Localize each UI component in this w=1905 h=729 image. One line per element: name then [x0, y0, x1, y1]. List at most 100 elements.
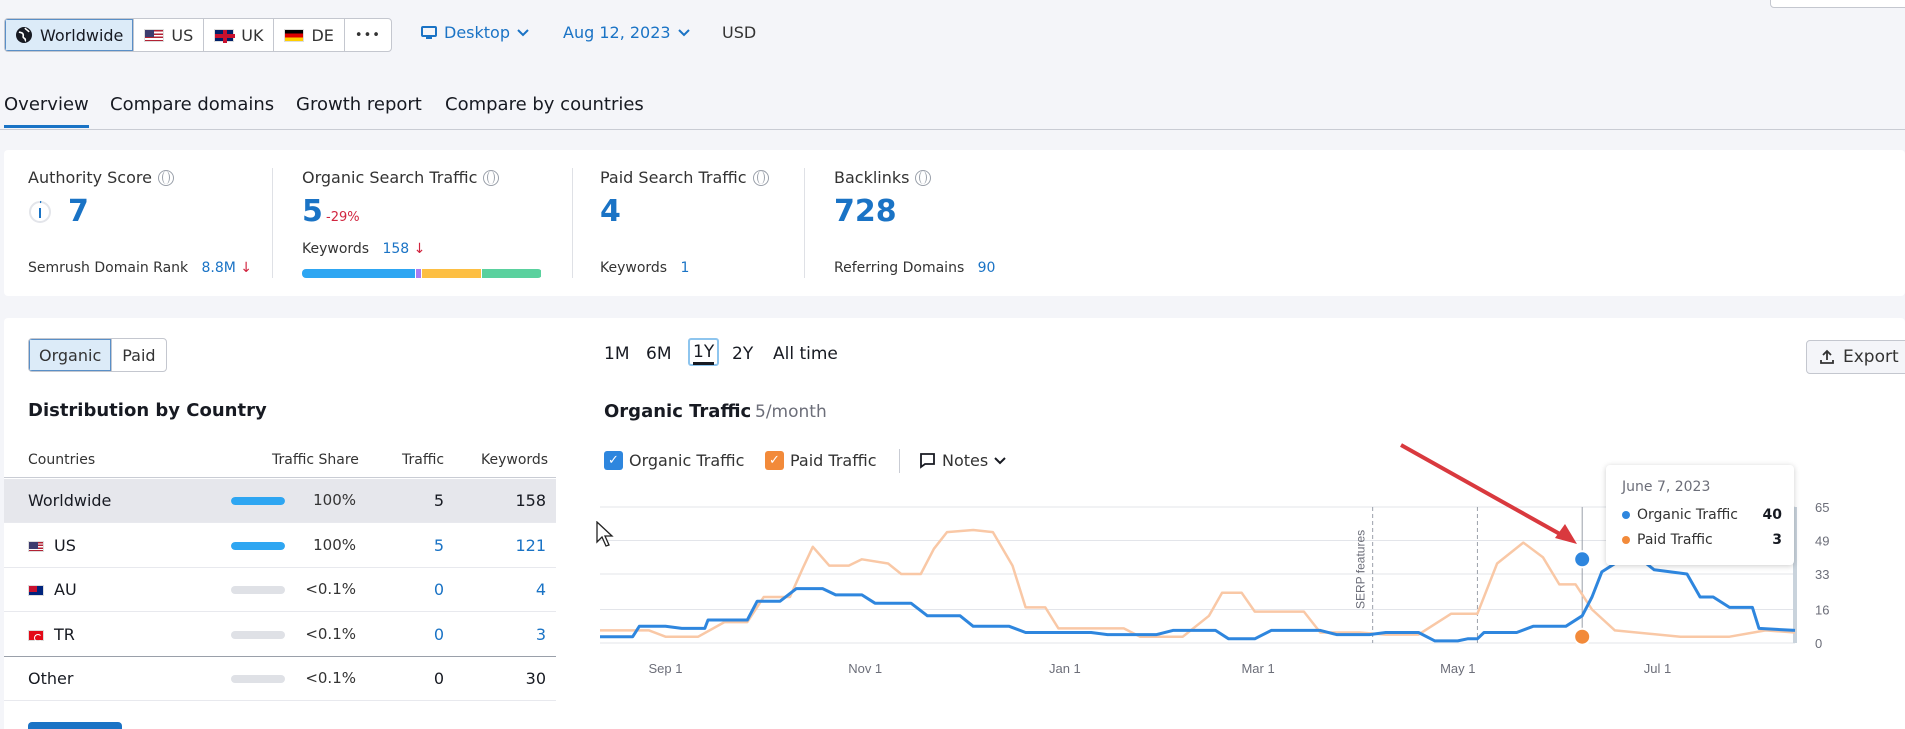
traffic-value[interactable]: 0: [433, 580, 444, 599]
domain-rank-value[interactable]: 8.8M: [201, 260, 236, 276]
tab-compare-domains[interactable]: Compare domains: [110, 94, 275, 115]
paid-traffic-value[interactable]: 4: [600, 194, 621, 229]
table-row[interactable]: Worldwide 100% 5 158: [4, 479, 556, 523]
organic-keywords-label: Keywords: [302, 241, 370, 257]
notes-dropdown[interactable]: Notes: [919, 451, 1006, 470]
tab-overview[interactable]: Overview: [4, 94, 89, 128]
tooltip-row-paid: Paid Traffic 3: [1622, 532, 1782, 548]
authority-score-value[interactable]: 7: [68, 194, 89, 229]
range-1y[interactable]: 1Y: [688, 338, 720, 366]
keywords-value[interactable]: 3: [535, 624, 546, 644]
country-name: Worldwide: [28, 491, 112, 510]
traffic-share-value: <0.1%: [305, 669, 356, 687]
globe-icon: [157, 169, 174, 186]
region-label: UK: [241, 25, 264, 45]
x-tick-label: Sep 1: [648, 661, 682, 676]
y-tick-label: 49: [1815, 533, 1829, 548]
x-axis-ticks: Sep 1 Nov 1 Jan 1 Mar 1 May 1 Jul 1: [648, 661, 1671, 676]
referring-domains-label: Referring Domains: [834, 260, 965, 276]
y-tick-label: 65: [1815, 500, 1829, 515]
traffic-share-value: 100%: [313, 535, 356, 554]
metrics-card: Authority Score 7 Semrush Domain Rank 8.…: [4, 150, 1905, 296]
range-6m[interactable]: 6M: [646, 344, 672, 364]
traffic-chart[interactable]: SERP features Sep 1 Nov 1 Jan 1 Mar 1 May 1 J…: [600, 495, 1840, 695]
toggle-paid[interactable]: Paid: [122, 345, 156, 365]
organic-traffic-value[interactable]: 5: [302, 194, 323, 229]
device-dropdown[interactable]: Desktop: [421, 23, 529, 42]
backlinks-title: Backlinks: [834, 168, 932, 187]
chart-subtitle: 5/month: [755, 402, 827, 422]
filter-bar: Worldwide US UK DE ••• Desktop Aug 12, 2…: [0, 0, 1905, 70]
referring-domains-value[interactable]: 90: [977, 260, 996, 276]
region-us[interactable]: US: [134, 19, 205, 51]
paid-focus-point: [1573, 627, 1592, 646]
globe-icon: [16, 27, 32, 43]
region-label: Worldwide: [40, 25, 124, 45]
view-details-button[interactable]: [28, 722, 122, 729]
tooltip-paid-value: 3: [1772, 532, 1782, 548]
date-dropdown[interactable]: Aug 12, 2023: [563, 23, 690, 42]
region-worldwide[interactable]: Worldwide: [5, 19, 135, 51]
table-row[interactable]: US 100% 5 121: [4, 524, 556, 568]
export-button[interactable]: Export: [1806, 340, 1905, 374]
flag-au-icon: [28, 585, 44, 596]
backlinks-label: Backlinks: [834, 168, 910, 187]
country-name: Other: [28, 669, 74, 688]
distribution-title: Distribution by Country: [28, 400, 267, 421]
globe-icon: [752, 169, 769, 186]
table-row[interactable]: Other <0.1% 0 30: [4, 657, 556, 701]
paid-traffic-label: Paid Search Traffic: [600, 168, 747, 187]
globe-icon: [915, 169, 932, 186]
range-end-handle: [1793, 507, 1797, 643]
legend-paid-label: Paid Traffic: [790, 451, 877, 470]
paid-keywords-value[interactable]: 1: [680, 260, 690, 276]
country-cell: TR: [28, 625, 75, 644]
tab-compare-by-countries[interactable]: Compare by countries: [445, 94, 644, 115]
serp-features-label: SERP features: [1354, 530, 1368, 609]
top-right-button[interactable]: [1770, 0, 1905, 8]
country-cell: AU: [28, 580, 77, 599]
col-traffic[interactable]: Traffic: [402, 452, 445, 468]
keywords-value[interactable]: 4: [535, 580, 546, 599]
organic-paid-toggle: Organic Paid: [28, 338, 167, 372]
tooltip-paid-label: Paid Traffic: [1637, 532, 1713, 548]
flag-de-icon: [284, 28, 305, 42]
traffic-value[interactable]: 5: [433, 535, 444, 555]
table-row[interactable]: TR <0.1% 0 3: [4, 613, 556, 657]
range-1m[interactable]: 1M: [604, 344, 630, 364]
backlinks-value[interactable]: 728: [834, 194, 897, 229]
checkbox-checked-icon: ✓: [765, 451, 784, 470]
upload-icon: [1820, 349, 1834, 364]
traffic-share-bar: [231, 541, 285, 550]
x-tick-label: Nov 1: [848, 661, 882, 676]
device-label: Desktop: [444, 23, 510, 42]
region-uk[interactable]: UK: [204, 19, 275, 51]
chevron-down-icon: [994, 456, 1006, 464]
traffic-value[interactable]: 0: [433, 624, 444, 644]
col-keywords[interactable]: Keywords: [481, 452, 549, 468]
y-tick-label: 0: [1815, 636, 1822, 651]
toggle-organic[interactable]: Organic: [29, 339, 113, 371]
range-2y[interactable]: 2Y: [732, 344, 754, 364]
traffic-value: 0: [433, 669, 444, 688]
region-de[interactable]: DE: [274, 19, 345, 51]
keywords-value[interactable]: 121: [515, 535, 546, 555]
flag-tr-icon: [28, 629, 44, 642]
domain-rank: Semrush Domain Rank 8.8M ↓: [28, 260, 252, 276]
keywords-value: 30: [525, 669, 546, 688]
organic-keywords-value[interactable]: 158: [382, 241, 410, 257]
table-row[interactable]: AU <0.1% 0 4: [4, 568, 556, 612]
legend-organic[interactable]: ✓ Organic Traffic: [604, 451, 744, 470]
more-regions-button[interactable]: •••: [345, 19, 391, 51]
legend-paid[interactable]: ✓ Paid Traffic: [765, 451, 877, 470]
col-traffic-share[interactable]: Traffic Share: [272, 452, 359, 468]
legend-organic-label: Organic Traffic: [629, 451, 745, 470]
intent-segment: [422, 269, 481, 278]
domain-rank-label: Semrush Domain Rank: [28, 260, 189, 276]
dot-icon: [1622, 536, 1630, 544]
country-name: US: [54, 535, 76, 555]
country-name: AU: [54, 580, 77, 599]
tab-growth-report[interactable]: Growth report: [296, 94, 422, 115]
referring-domains: Referring Domains 90: [834, 260, 995, 276]
range-all-time[interactable]: All time: [773, 344, 838, 364]
